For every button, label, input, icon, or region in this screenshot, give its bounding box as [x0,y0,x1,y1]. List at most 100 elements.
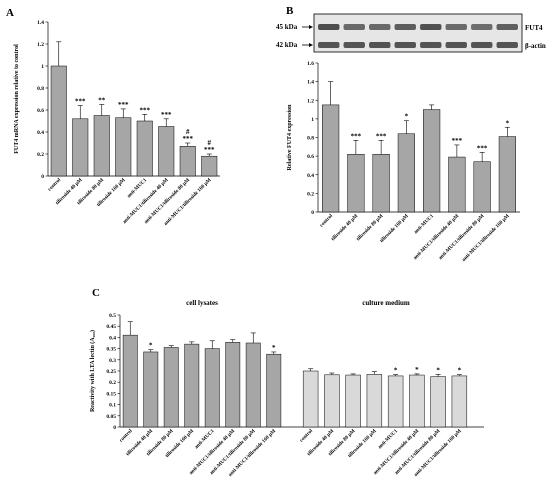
b-category-0: control [319,213,335,229]
a-category-4: anti-MUC1 [126,177,148,199]
a-bar-1 [72,118,89,177]
c-g0-bar-6 [245,342,261,428]
a-ytick-label-4: 0.8 [37,86,44,92]
b-category-4: anti-MUC1 [413,213,435,235]
c-ytick-label-1: 0.05 [106,414,116,420]
a-annotation-1: *** [75,98,86,106]
b-annotation-1: *** [351,132,362,140]
actin-band-3 [394,42,416,48]
c-g1-bar-7 [451,375,468,428]
panel-a-letter: A [6,7,14,19]
c-g1-annotation-7: * [458,367,462,375]
c-ytick-label-2: 0.1 [109,403,116,409]
a-bar-4 [136,120,153,177]
b-ytick-label-8: 1.6 [307,61,314,67]
b-annotation-6: *** [477,144,488,152]
actin-band-2 [369,42,391,48]
a-ytick-label-2: 0.4 [37,130,44,136]
blot-bands [318,24,518,48]
c-g1-bar-1 [324,374,340,428]
b-bar-5 [448,156,466,213]
b-bar-0 [322,104,340,213]
fut4-band-6 [471,24,493,30]
actin-band-4 [420,42,442,48]
a-annotation-4: *** [140,106,151,114]
a-bar-2 [93,115,110,177]
a-ytick-label-7: 1.4 [37,20,44,26]
b-category-6: anti-MUC1/tiliroside 80 μM [438,213,486,261]
fut4-band-7 [496,24,518,30]
a-bar-7 [201,155,218,177]
c-g0-bar-2 [163,347,179,428]
b-ytick-label-6: 1.2 [307,98,314,104]
b-ytick-label-2: 0.4 [307,173,314,179]
c-ytick-label-0: 0 [113,425,116,431]
a-annotation-3: *** [118,101,129,109]
fut4-band-2 [369,24,391,30]
c-ytick-label-6: 0.3 [109,358,116,364]
panel-c-letter: C [92,287,100,299]
fut4-band-1 [343,24,365,30]
c-group-title-1: culture medium [362,299,410,307]
fut4-band-5 [445,24,467,30]
b-annotation-2: *** [376,132,387,140]
c-g1-annotation-4: * [394,367,398,375]
c-g0-bar-0 [122,334,138,428]
actin-band-0 [318,42,340,48]
b-bar-6 [473,161,491,213]
b-ytick-label-1: 0.2 [307,191,314,197]
blot-protein-bottom: β-actin [525,42,546,50]
fut4-band-3 [394,24,416,30]
a-bar-5 [158,126,175,177]
a-bar-0 [50,65,67,177]
c-g1-bar-3 [366,374,383,428]
b-ytick-label-4: 0.8 [307,136,314,142]
a-ytick-label-5: 1 [41,64,44,70]
c-g0-bar-1 [143,351,159,428]
fut4-band-4 [420,24,442,30]
blot-arrowhead-bottom [309,43,313,47]
c-g0-annotation-1: * [149,342,153,350]
c-ytick-label-3: 0.15 [106,391,116,397]
c-g1-bar-0 [302,370,319,428]
a-annotation-2: ** [98,97,106,105]
b-bar-2 [372,154,390,213]
c-ytick-label-8: 0.4 [109,335,116,341]
c-g0-bar-3 [184,343,200,428]
a-ytick-label-1: 0.2 [37,152,44,158]
blot-arrowhead-top [309,25,313,29]
b-category-7: anti-MUC1/tiliroside 160 μM [461,213,511,263]
c-g0-bar-5 [225,342,241,428]
blot-protein-top: FUT4 [525,24,543,32]
b-annotation-7: * [506,119,510,127]
b-annotation-3: * [405,113,409,121]
a-annotation-7-1: *** [204,146,215,154]
a-ytick-label-3: 0.6 [37,108,44,114]
panel-b-letter: B [286,5,294,17]
chart-b: 0 0.2 0.4 0.6 0.8 1 1.2 1.4 1.6 Relative FUT4 exp… [287,61,520,263]
actin-band-7 [496,42,518,48]
b-ytick-label-3: 0.6 [307,154,314,160]
c-g0-bar-7 [266,353,282,428]
c-ytick-label-4: 0.2 [109,380,116,386]
a-ytick-label-6: 1.2 [37,42,44,48]
a-ytick-label-0: 0 [41,174,44,180]
b-annotation-5: *** [452,137,463,145]
fut4-band-0 [318,24,340,30]
c-g1-bar-6 [430,376,446,428]
c-g0-category-0: control [118,428,134,444]
blot-marker-bottom: 42 kDa [276,41,298,49]
c-g1-bar-2 [345,374,361,428]
b-ytick-label-5: 1 [311,117,314,123]
b-bar-3 [397,133,415,213]
c-g0-bar-4 [204,348,220,428]
chart-a: 0 0.2 0.4 0.6 0.8 1 1.2 1.4 FUT4 mRNA expression… [14,20,220,227]
chart-c: 0 0.05 0.1 0.15 0.2 0.25 0.3 0.35 0.4 0.45 0.5 Reac… [89,299,484,478]
a-category-0: control [47,177,63,193]
a-bar-6 [179,146,196,177]
a-annotation-6-1: *** [183,135,194,143]
c-g1-annotation-5: * [415,366,419,374]
a-annotation-7-0: # [208,139,212,147]
c-g1-annotation-6: * [436,366,440,374]
